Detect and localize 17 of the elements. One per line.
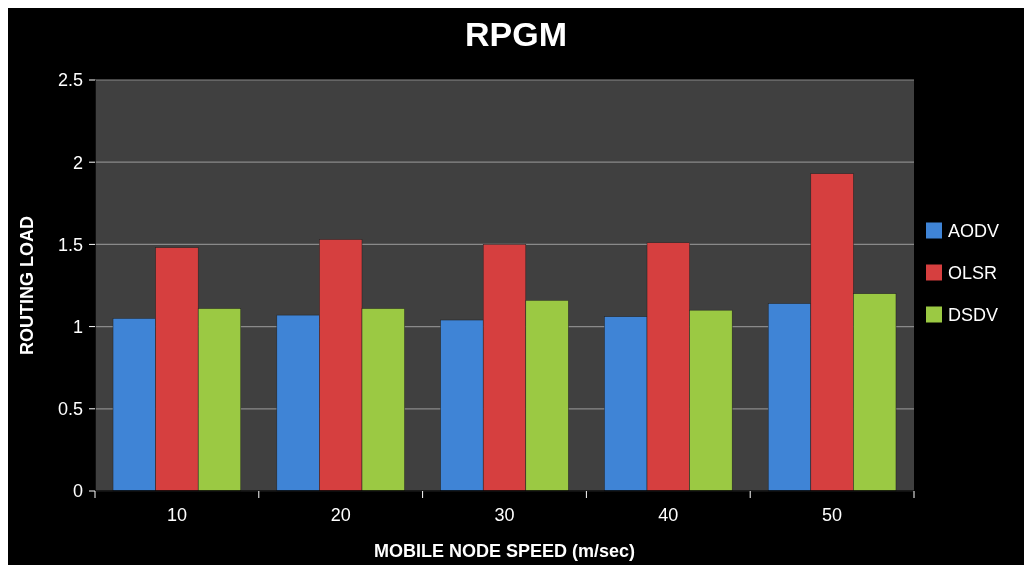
y-tick-label: 0.5 [57,399,83,420]
x-tick-label: 10 [166,505,187,525]
y-tick-label: 2.5 [57,70,83,91]
x-tick-label: 50 [822,505,843,525]
x-axis-title: MOBILE NODE SPEED (m/sec) [373,541,636,561]
legend-label: DSDV [948,304,999,325]
x-tick-label: 20 [330,505,351,525]
y-tick-label: 1.5 [57,234,83,255]
y-axis-title: ROUTING LOAD [17,216,37,355]
legend-label: OLSR [948,262,998,283]
x-tick-label: 30 [494,505,515,525]
y-tick-label: 0 [72,481,83,502]
x-tick-label: 40 [658,505,679,525]
legend-label: AODV [948,220,1000,241]
chart-title: RPGM [465,15,567,53]
y-tick-label: 1 [72,316,83,337]
y-tick-label: 2 [72,152,83,173]
